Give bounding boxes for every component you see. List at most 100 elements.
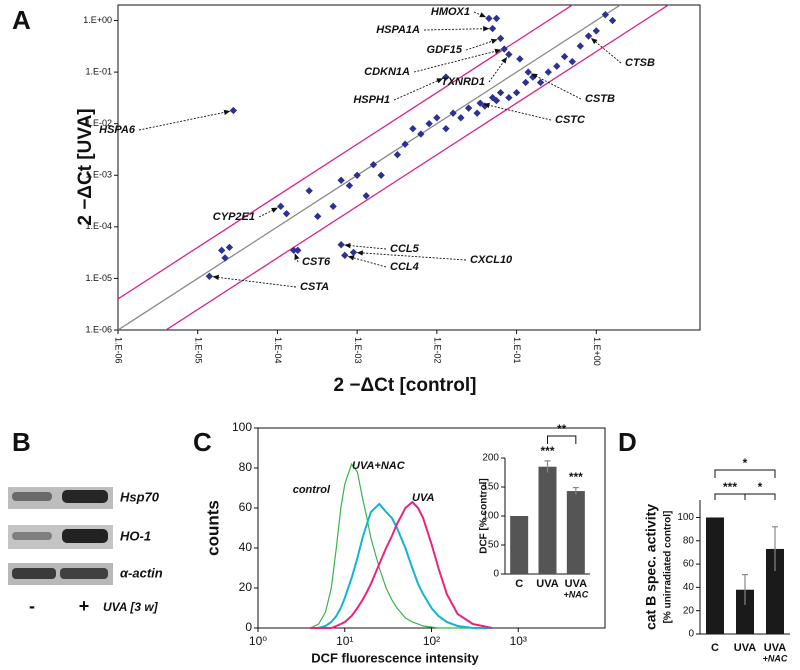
bar xyxy=(706,517,724,634)
x-tick-label: 1.E-03 xyxy=(353,337,363,364)
data-point xyxy=(329,202,337,210)
data-point xyxy=(496,88,505,97)
x-tick-label: 1.E-02 xyxy=(432,337,442,364)
annotation-arrow xyxy=(258,207,278,218)
annotation-arrow xyxy=(483,102,552,121)
x-axis-title: 2 −ΔCt [control] xyxy=(334,375,477,396)
annotation-arrow xyxy=(212,274,297,288)
gene-label: CCL4 xyxy=(390,261,419,273)
band xyxy=(62,529,108,543)
panel-letter: C xyxy=(193,427,212,457)
data-point xyxy=(341,251,349,260)
series-label: control xyxy=(293,484,331,496)
data-point xyxy=(553,62,561,70)
data-point xyxy=(516,55,524,63)
x-tick-label: 1.E+00 xyxy=(592,337,602,366)
y-tick-label: 80 xyxy=(683,535,695,546)
y-tick-label: 1.E-01 xyxy=(85,66,112,76)
data-point xyxy=(601,10,610,19)
annotation-arrow xyxy=(138,109,231,131)
x-tick-label: 10³ xyxy=(510,634,527,648)
category-label: UVA xyxy=(536,578,558,590)
gene-label: HSPA1A xyxy=(376,24,420,36)
panel-letter: A xyxy=(12,5,31,35)
annotation-arrow xyxy=(347,255,387,268)
y-axis-title: cat B spec. activity xyxy=(643,504,659,630)
x-tick-label: 10² xyxy=(423,634,440,648)
y-tick-label: 1.E+00 xyxy=(83,15,112,25)
significance-bracket xyxy=(714,493,746,500)
bar xyxy=(736,589,754,634)
band xyxy=(12,532,52,540)
treatment-label: UVA [3 w] xyxy=(103,600,159,614)
data-point xyxy=(560,52,569,61)
annotation-arrow xyxy=(413,48,502,73)
annotation-arrow xyxy=(530,73,582,100)
chart-panel: C 0 20 40 60 80 100 counts DCF fluorescence inte… xyxy=(193,420,606,665)
data-point xyxy=(425,120,433,128)
y-tick-label: 200 xyxy=(482,453,499,464)
data-point xyxy=(492,14,501,23)
gene-label: CYP2E1 xyxy=(213,211,255,223)
data-point xyxy=(608,16,617,25)
significance-label: ** xyxy=(557,422,567,436)
data-point xyxy=(409,125,417,133)
annotation-arrow xyxy=(356,250,467,261)
data-point xyxy=(221,254,229,262)
y-tick-label: 0 xyxy=(245,620,252,634)
data-point xyxy=(457,114,465,122)
blot: B Hsp70 HO-1 α-actin - + UVA [3 w] xyxy=(8,427,163,616)
data-point xyxy=(592,27,600,35)
y-tick-label: 60 xyxy=(239,500,253,514)
gene-label: GDF15 xyxy=(427,44,463,56)
gene-label: HSPA6 xyxy=(99,124,136,136)
y-tick-label: 50 xyxy=(488,540,500,551)
annotation-arrow xyxy=(294,253,300,263)
significance-bracket xyxy=(744,493,776,500)
blot-row-label: Hsp70 xyxy=(120,489,160,504)
y-tick-label: 100 xyxy=(677,512,694,523)
panel-letter: D xyxy=(618,427,637,457)
data-point xyxy=(337,176,345,184)
series-label: UVA+NAC xyxy=(352,460,406,472)
gene-label: CXCL10 xyxy=(470,254,513,266)
y-tick-label: 60 xyxy=(683,559,695,570)
data-point xyxy=(294,246,302,255)
y-tick-label: 20 xyxy=(239,580,253,594)
panel-letter: B xyxy=(12,427,31,457)
data-point xyxy=(417,130,425,138)
data-point xyxy=(512,88,521,97)
series-line xyxy=(310,502,493,629)
gene-label: CCL5 xyxy=(390,243,420,255)
significance-label: *** xyxy=(569,470,583,484)
data-point xyxy=(377,171,385,179)
significance-label: * xyxy=(743,456,748,470)
category-label: UVA xyxy=(565,578,587,590)
category-label: UVA xyxy=(764,642,786,654)
category-label: +NAC xyxy=(563,589,588,599)
category-label: C xyxy=(515,578,523,590)
x-tick-label: 1.E-05 xyxy=(193,337,203,364)
gene-label: CSTC xyxy=(555,114,586,126)
y-tick-label: 0 xyxy=(493,569,499,580)
data-point xyxy=(353,171,361,179)
data-point xyxy=(449,109,457,117)
data-point xyxy=(473,109,481,117)
y-tick-label: 40 xyxy=(683,582,695,593)
x-axis-title: DCF fluorescence intensity xyxy=(311,650,479,665)
y-axis-title: 2 −ΔCt [UVA] xyxy=(75,108,96,225)
y-tick-label: 1.E-06 xyxy=(85,324,112,334)
bar xyxy=(538,466,557,574)
lane-label: - xyxy=(29,596,35,616)
bar xyxy=(566,491,585,574)
gene-label: CSTA xyxy=(300,281,329,293)
band xyxy=(62,490,108,503)
bar xyxy=(766,548,784,634)
significance-bracket xyxy=(714,469,776,478)
gene-label: CTSB xyxy=(625,57,655,69)
data-point xyxy=(584,32,593,40)
series-label: UVA xyxy=(412,492,434,504)
blot-row-label: HO-1 xyxy=(120,528,151,543)
